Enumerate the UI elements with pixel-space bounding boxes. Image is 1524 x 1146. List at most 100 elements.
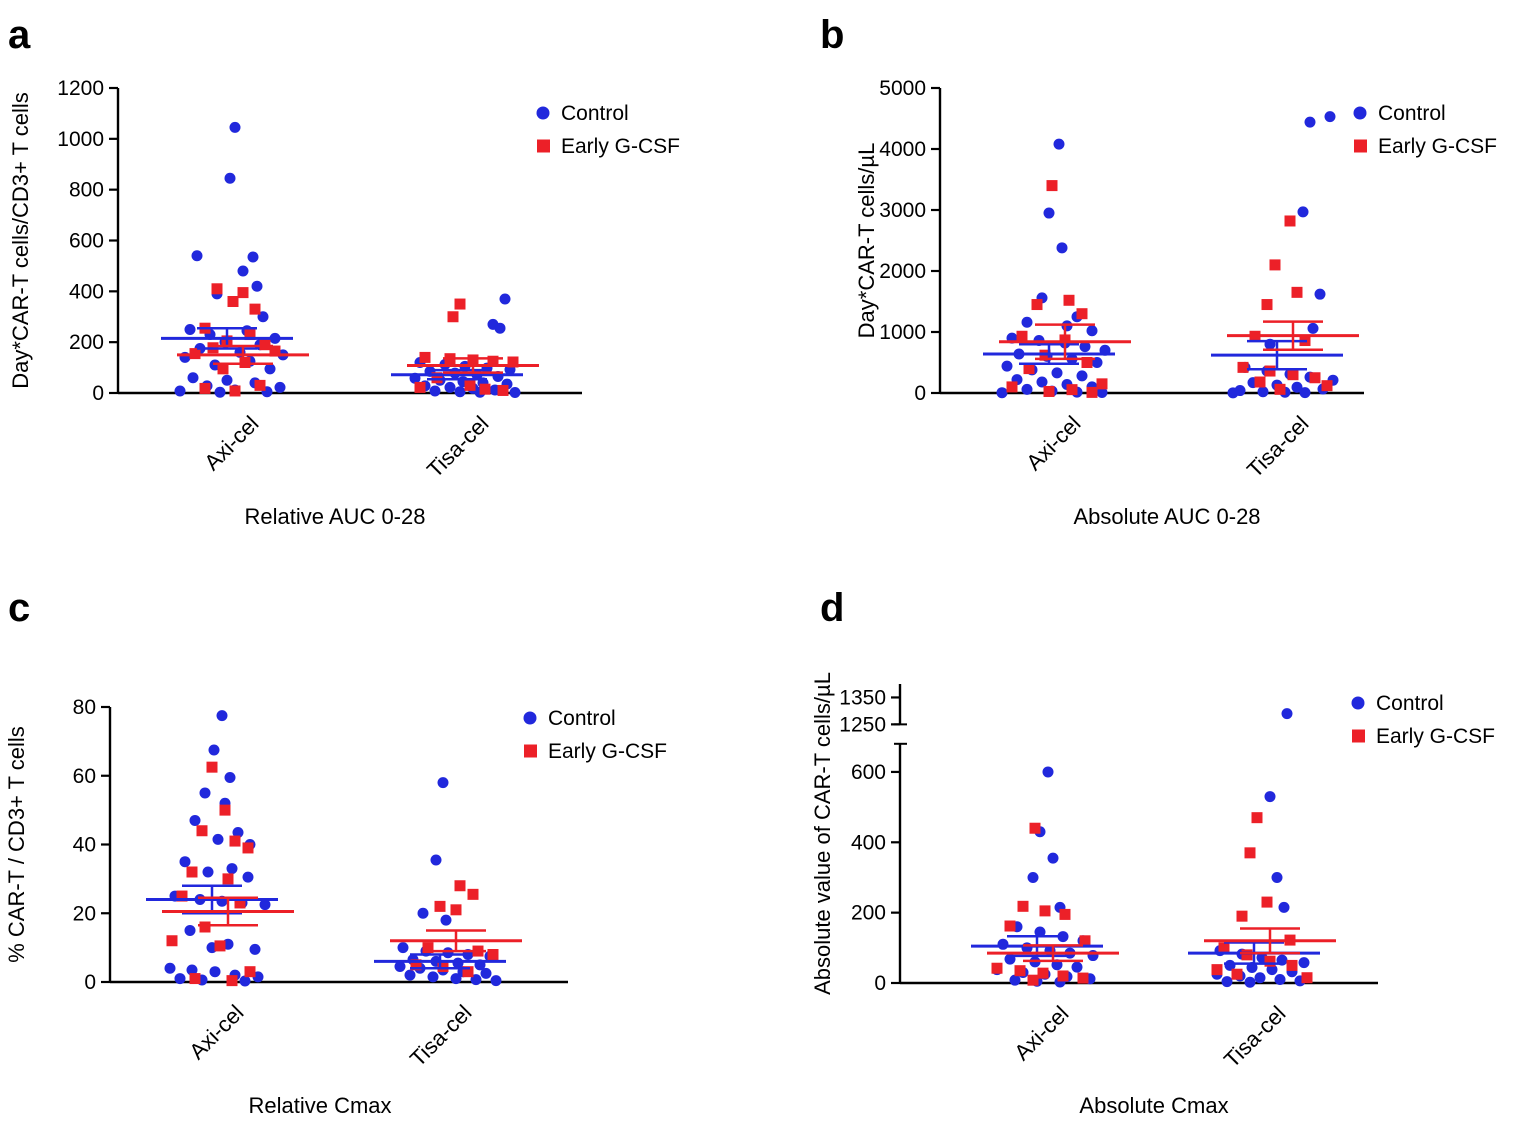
data-point-early-g-csf xyxy=(226,975,238,987)
data-point-control xyxy=(274,381,286,393)
data-point-control xyxy=(164,962,176,974)
data-point-early-g-csf xyxy=(1321,380,1333,392)
x-category-label: Axi-cel xyxy=(1009,1001,1073,1065)
x-category-label: Axi-cel xyxy=(184,1000,248,1064)
data-point-control xyxy=(1034,926,1046,938)
legend-square-icon xyxy=(524,744,537,758)
data-point-control xyxy=(1221,976,1233,988)
data-point-early-g-csf xyxy=(414,381,426,393)
x-axis-title: Relative Cmax xyxy=(248,1093,391,1118)
data-point-control xyxy=(404,969,416,981)
data-point-control xyxy=(249,943,261,955)
data-point-early-g-csf xyxy=(259,339,271,351)
data-point-control xyxy=(1264,791,1276,803)
data-point-control xyxy=(1027,871,1039,883)
legend-label: Early G-CSF xyxy=(548,740,667,763)
data-point-control xyxy=(174,973,186,985)
data-point-control xyxy=(1244,976,1256,988)
data-point-early-g-csf xyxy=(464,379,476,391)
data-point-early-g-csf xyxy=(1023,363,1035,375)
data-point-control xyxy=(214,386,226,398)
y-tick-label: 1200 xyxy=(57,77,104,100)
data-point-control xyxy=(429,385,441,397)
panel-letter: b xyxy=(820,13,844,57)
legend-circle-icon xyxy=(1351,696,1365,710)
y-tick-label: 1250 xyxy=(839,713,886,736)
data-point-control xyxy=(1291,381,1303,393)
data-point-control xyxy=(1254,972,1266,984)
y-axis-title: % CAR-T / CD3+ T cells xyxy=(4,726,29,963)
data-point-early-g-csf xyxy=(217,363,229,375)
panel-c-relative-cmax: c 0 20 40 60 80 % CAR-T / CD3+ T cells Axi-cel T… xyxy=(0,573,762,1146)
y-axis-title: Absolute value of CAR-T cells/µL xyxy=(810,672,835,995)
data-point-early-g-csf xyxy=(487,355,499,367)
data-point-control xyxy=(208,744,220,756)
data-point-early-g-csf xyxy=(249,303,261,315)
data-point-control xyxy=(1043,207,1055,219)
data-point-early-g-csf xyxy=(1016,330,1028,342)
data-point-control xyxy=(1071,961,1083,973)
data-point-control xyxy=(450,973,462,985)
y-tick-label: 4000 xyxy=(879,138,926,161)
data-point-control xyxy=(1314,288,1326,300)
data-point-early-g-csf xyxy=(1236,910,1248,922)
legend-label: Control xyxy=(548,707,616,730)
data-point-control xyxy=(1076,370,1088,382)
y-tick-label: 0 xyxy=(92,382,104,405)
legend-label: Early G-CSF xyxy=(1376,725,1495,748)
data-point-early-g-csf xyxy=(462,966,474,978)
x-category-label: Tisa-cel xyxy=(1242,411,1314,483)
data-point-control xyxy=(1298,957,1310,969)
data-point-early-g-csf xyxy=(189,973,201,985)
data-point-early-g-csf xyxy=(234,897,246,909)
data-point-control xyxy=(430,854,442,866)
data-point-early-g-csf xyxy=(199,382,211,394)
data-point-control xyxy=(1297,206,1309,218)
data-point-control xyxy=(1324,111,1336,123)
data-point-early-g-csf xyxy=(1031,299,1043,311)
y-tick-label: 1000 xyxy=(57,128,104,151)
data-point-early-g-csf xyxy=(1039,905,1051,917)
data-point-early-g-csf xyxy=(1291,286,1303,298)
data-point-early-g-csf xyxy=(254,379,266,391)
data-point-control xyxy=(186,964,198,976)
data-point-control xyxy=(191,250,203,262)
legend-label: Control xyxy=(561,102,629,125)
data-point-early-g-csf xyxy=(1254,376,1266,388)
data-point-early-g-csf xyxy=(1231,968,1243,980)
x-axis-title: Relative AUC 0-28 xyxy=(245,504,426,529)
y-tick-label: 20 xyxy=(73,902,96,925)
data-point-early-g-csf xyxy=(244,966,256,978)
legend-label: Control xyxy=(1376,692,1444,715)
data-point-early-g-csf xyxy=(1059,908,1071,920)
legend-label: Early G-CSF xyxy=(1378,135,1497,158)
data-point-early-g-csf xyxy=(1211,964,1223,976)
panel-b-absolute-auc: b 0 1000 2000 3000 4000 5000 Day*CAR-T cells/µL… xyxy=(762,0,1524,573)
data-point-control xyxy=(202,866,214,878)
data-point-control xyxy=(1021,383,1033,395)
x-axis-title: Absolute Cmax xyxy=(1079,1093,1228,1118)
data-point-early-g-csf xyxy=(242,842,254,854)
data-point-early-g-csf xyxy=(1218,942,1230,954)
data-point-early-g-csf xyxy=(229,385,241,397)
panel-letter: a xyxy=(8,13,31,57)
data-point-control xyxy=(1021,316,1033,328)
y-axis-title: Day*CAR-T cells/µL xyxy=(854,143,879,339)
data-point-early-g-csf xyxy=(437,961,449,973)
data-point-early-g-csf xyxy=(206,761,218,773)
data-point-control xyxy=(440,914,452,926)
data-point-control xyxy=(1274,973,1286,985)
data-point-control xyxy=(1281,708,1293,720)
data-point-control xyxy=(199,787,211,799)
y-tick-label: 40 xyxy=(73,834,96,857)
panel-a-relative-auc: a 0 200 400 600 800 1000 1200 Day*CAR-T cells/CD… xyxy=(0,0,762,573)
data-point-control xyxy=(226,863,238,875)
data-point-early-g-csf xyxy=(1269,259,1281,271)
data-point-control xyxy=(224,771,236,783)
data-point-early-g-csf xyxy=(196,825,208,837)
data-point-control xyxy=(1304,116,1316,128)
data-point-early-g-csf xyxy=(269,345,281,357)
data-point-early-g-csf xyxy=(1287,369,1299,381)
data-point-early-g-csf xyxy=(186,866,198,878)
